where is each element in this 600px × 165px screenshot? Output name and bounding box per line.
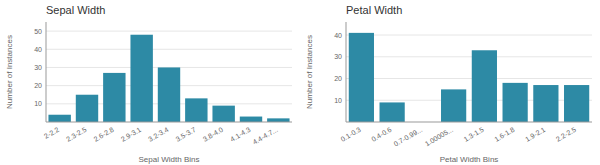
- grid-line: [46, 49, 292, 50]
- x-axis-label: Petal Width Bins: [440, 155, 499, 164]
- bars: [48, 35, 289, 122]
- bar: [185, 98, 207, 122]
- x-tick-label: 2.9-3.1: [120, 126, 142, 143]
- bar: [240, 117, 262, 122]
- x-tick-label: 3.5-3.7: [174, 126, 196, 143]
- y-tick-label: 50: [34, 28, 42, 35]
- y-tick-label: 20: [334, 75, 342, 82]
- x-tick-label: 2.3-2.5: [65, 126, 87, 143]
- x-tick-label: 4.4-4.7...: [251, 126, 278, 146]
- chart-root: Sepal Width 10 20 30 40 50 2-2.2 2.3-2.5 2.6-2.8…: [0, 0, 600, 165]
- y-tick-label: 10: [334, 97, 342, 104]
- bar: [503, 83, 528, 122]
- bar: [380, 102, 405, 122]
- x-tick-label: 2-2.2: [43, 126, 60, 140]
- title: Petal Width: [346, 4, 402, 16]
- x-tick-label: 1.6-1.8: [493, 126, 515, 143]
- bar: [472, 50, 497, 122]
- x-tick-label: 2.2-2.5: [555, 126, 577, 143]
- x-tick-label: 3.8-4.0: [202, 126, 224, 143]
- y-axis-label: Number of Instances: [5, 35, 14, 109]
- y-axis-line: [346, 22, 347, 122]
- panel: Sepal Width 10 20 30 40 50 2-2.2 2.3-2.5 2.6-2.8…: [5, 4, 292, 164]
- y-tick-label: 20: [34, 82, 42, 89]
- x-tick-label: 1.9-2.1: [524, 126, 546, 143]
- bar: [158, 67, 180, 122]
- grid-line: [346, 78, 592, 79]
- x-tick-label: 3.2-3.4: [147, 126, 169, 143]
- bar: [48, 115, 70, 122]
- bar: [130, 35, 152, 122]
- bar: [103, 73, 125, 122]
- y-axis-line: [46, 22, 47, 122]
- grid-line: [346, 35, 592, 36]
- bar: [76, 95, 98, 122]
- x-tick-label: 2.6-2.8: [92, 126, 114, 143]
- bars: [349, 33, 589, 122]
- y-tick-label: 40: [34, 46, 42, 53]
- y-tick-label: 30: [34, 64, 42, 71]
- grid-line: [346, 56, 592, 57]
- y-axis-label: Number of Instances: [305, 35, 314, 109]
- x-tick-label: 4.1-4.3: [229, 126, 251, 143]
- panel: Petal Width 10 20 30 40 0.1-0.3 0.4-0.60.7-0.9…: [305, 4, 592, 164]
- x-axis-line: [346, 122, 592, 123]
- x-axis-line: [46, 122, 292, 123]
- bar: [533, 85, 558, 122]
- bar: [441, 89, 466, 122]
- x-tick-label: 0.7-0.99...: [393, 126, 424, 148]
- y-tick-label: 40: [334, 32, 342, 39]
- bar: [267, 118, 289, 122]
- bar: [349, 33, 374, 122]
- bar: [564, 85, 589, 122]
- x-tick-label: 0.1-0.3: [339, 126, 361, 143]
- grid-line: [46, 31, 292, 32]
- y-tick-label: 30: [334, 53, 342, 60]
- title: Sepal Width: [46, 4, 105, 16]
- x-tick-label: 1.3-1.5: [462, 126, 484, 143]
- x-axis-label: Sepal Width Bins: [139, 155, 200, 164]
- bar: [212, 106, 234, 122]
- x-tick-label: 1.00005...: [424, 126, 455, 148]
- y-tick-label: 10: [34, 100, 42, 107]
- x-tick-label: 0.4-0.6: [370, 126, 392, 143]
